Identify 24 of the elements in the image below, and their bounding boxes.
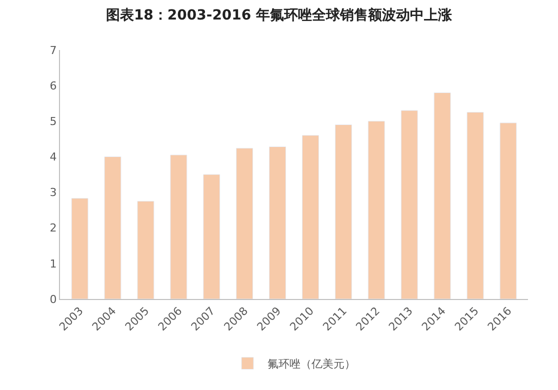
chart-title: 图表18：2003-2016 年氟环唑全球销售额波动中上涨 xyxy=(106,6,454,24)
y-tick-label: 3 xyxy=(50,186,57,200)
bar xyxy=(302,135,319,299)
legend-label: 氟环唑（亿美元） xyxy=(268,358,356,371)
bar xyxy=(368,120,385,299)
bar xyxy=(466,112,484,299)
bar xyxy=(137,200,154,299)
bar xyxy=(434,92,451,299)
bar xyxy=(170,154,188,299)
y-tick-label: 4 xyxy=(50,150,57,164)
bar xyxy=(203,174,220,299)
y-tick-label: 6 xyxy=(50,79,57,92)
y-tick-label: 5 xyxy=(50,114,57,128)
y-tick-label: 2 xyxy=(50,222,57,235)
bar xyxy=(400,110,418,299)
bar xyxy=(269,146,286,299)
bar xyxy=(104,156,122,299)
bar xyxy=(71,198,88,299)
y-tick-label: 7 xyxy=(50,44,57,57)
y-tick-label: 0 xyxy=(50,292,57,306)
bar xyxy=(334,124,352,299)
y-tick-label: 1 xyxy=(50,257,57,270)
bar xyxy=(500,122,517,299)
bar xyxy=(236,148,254,299)
